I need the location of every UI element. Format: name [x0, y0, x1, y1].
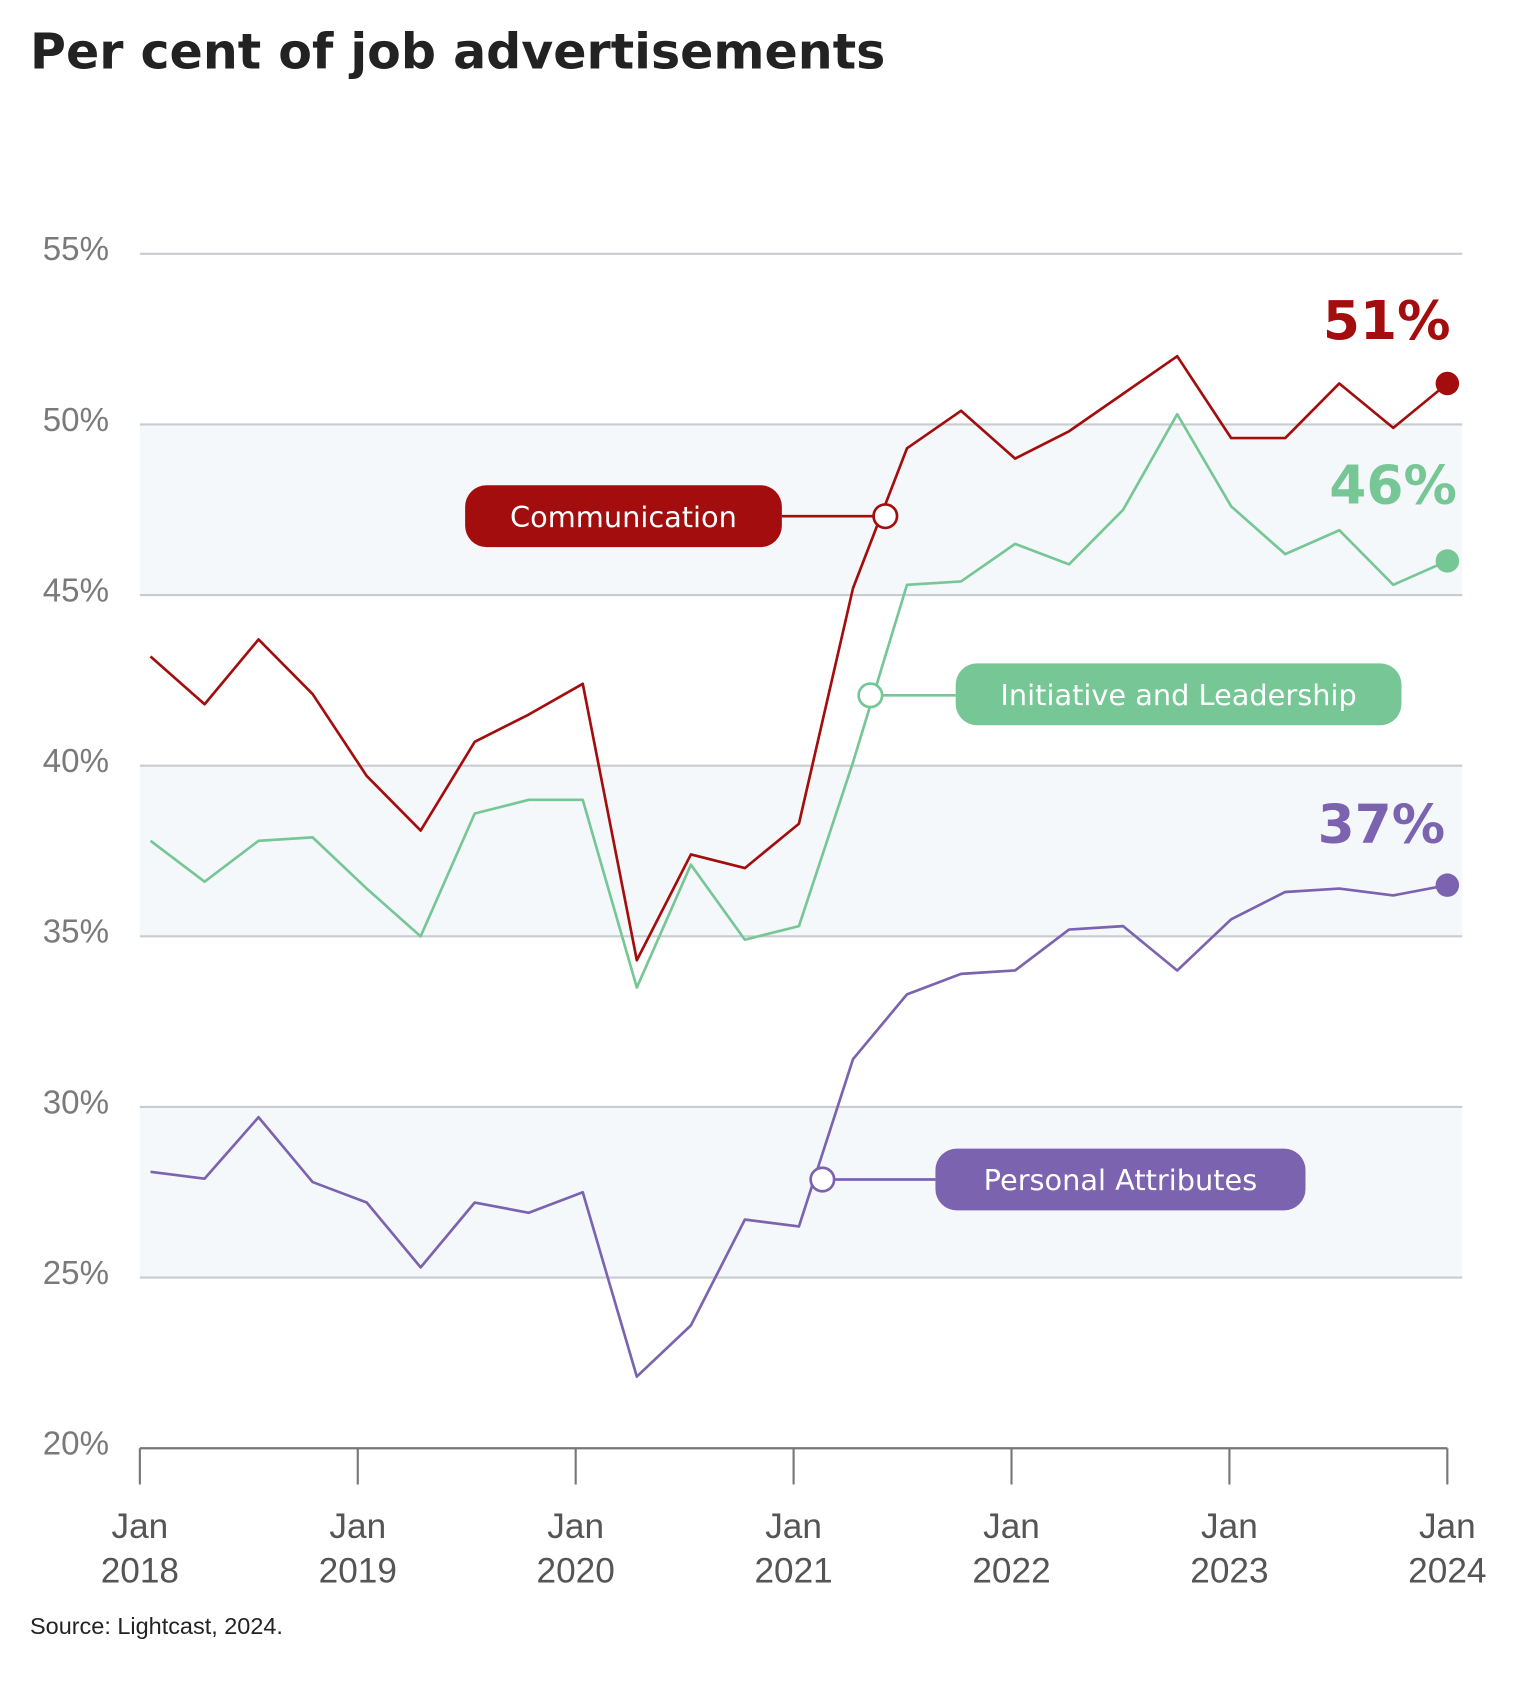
series-label-initiative-and-leadership: Initiative and Leadership [1000, 678, 1356, 712]
end-point-communication [1435, 371, 1460, 396]
y-tick-label: 20% [43, 1426, 109, 1463]
end-value-label-personal-attributes: 37% [1318, 794, 1446, 856]
x-tick-label-year: 2023 [1190, 1552, 1268, 1591]
x-tick-label-month: Jan [1419, 1507, 1476, 1546]
series-label-personal-attributes: Personal Attributes [984, 1163, 1258, 1197]
y-tick-label: 35% [43, 914, 109, 951]
y-tick-label: 40% [43, 743, 109, 780]
label-anchor-marker [809, 1166, 836, 1193]
x-tick-label-month: Jan [765, 1507, 822, 1546]
chart-title: Per cent of job advertisements [30, 22, 885, 80]
series-lines [149, 354, 1460, 1378]
end-value-label-initiative-and-leadership: 46% [1329, 454, 1457, 516]
x-tick-label-year: 2021 [754, 1552, 832, 1591]
x-tick-label-month: Jan [329, 1507, 386, 1546]
background-band [139, 765, 1463, 937]
y-tick-label: 55% [43, 231, 109, 268]
x-tick-label-month: Jan [547, 1507, 604, 1546]
y-tick-label: 25% [43, 1255, 109, 1292]
y-tick-label: 45% [43, 572, 109, 609]
y-tick-label: 50% [43, 402, 109, 439]
gridlines [139, 252, 1463, 1279]
series-label-pill [935, 1148, 1306, 1211]
background-band [139, 424, 1463, 596]
series-label-pill [465, 485, 782, 548]
x-tick-label-year: 2022 [972, 1552, 1050, 1591]
series-label-pill [955, 663, 1402, 726]
x-tick-label-month: Jan [111, 1507, 168, 1546]
y-axis: 55% 50% 45% 40% 35% 30% 25% 20% [43, 231, 109, 1462]
label-anchor-marker [872, 503, 899, 530]
x-tick-label-year: 2020 [537, 1552, 615, 1591]
series-labels: Communication 51% Initiative and Leadershi… [465, 290, 1457, 1211]
end-point-personal-attributes [1435, 873, 1460, 897]
x-axis: Jan 2018 Jan 2019 Jan 2020 Jan 2021 Jan 2022 Jan 20… [101, 1447, 1486, 1591]
x-tick-label-month: Jan [1201, 1507, 1258, 1546]
end-value-label-communication: 51% [1323, 290, 1451, 352]
x-tick-label-year: 2024 [1408, 1552, 1486, 1591]
label-anchor-marker [857, 682, 884, 709]
series-label-communication: Communication [510, 500, 737, 534]
x-tick-label-month: Jan [983, 1507, 1040, 1546]
source-note: Source: Lightcast, 2024. [30, 1613, 283, 1639]
x-tick-label-year: 2018 [101, 1552, 179, 1591]
x-tick-label-year: 2019 [319, 1552, 397, 1591]
end-point-initiative-and-leadership [1435, 549, 1460, 573]
y-tick-label: 30% [43, 1084, 109, 1121]
